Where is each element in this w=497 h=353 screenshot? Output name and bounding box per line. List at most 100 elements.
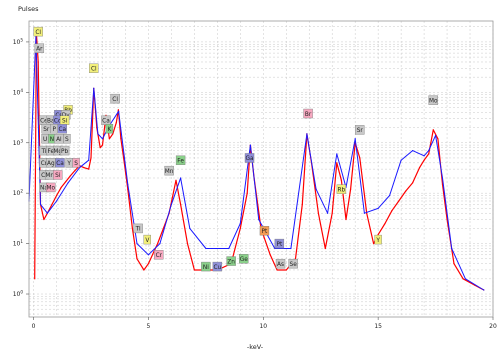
element-marker[interactable]: Sr [41,124,51,134]
element-marker-label: K [107,127,111,133]
element-marker-label: Cl [112,97,118,103]
element-marker[interactable]: V [143,234,151,245]
element-marker-label: Ti [40,149,46,155]
element-marker-box [239,254,249,264]
element-marker[interactable]: Al [54,134,64,144]
spectrum-data-point [93,87,95,89]
element-marker[interactable]: Se [288,258,298,269]
element-marker[interactable]: K [105,124,114,134]
spectrum-data-point [437,138,439,140]
element-marker-label: Si [62,119,68,125]
element-marker[interactable]: Y [65,158,73,168]
spectrum-data-point [189,227,191,230]
spectrum-data-point [127,183,129,185]
spectrum-data-point [157,242,159,245]
element-marker[interactable]: Mo [428,95,438,105]
spectrum-data-point [205,247,207,250]
element-marker-label: Ca [59,127,67,133]
element-marker[interactable]: Br [303,108,313,119]
element-marker[interactable]: Fe [175,155,186,165]
element-marker-box [288,258,298,269]
spectrum-data-point [285,269,287,271]
spectrum-data-point [228,247,230,250]
element-marker[interactable]: Ag [46,158,56,168]
element-marker[interactable]: Ga [244,153,255,163]
element-marker-label: Ca [56,161,64,167]
element-marker[interactable]: Zn [226,256,236,266]
element-marker[interactable]: P [50,124,58,134]
spectrum-data-point [67,182,69,184]
element-marker[interactable]: Mo [46,182,56,193]
spectrum-data-point [239,227,241,230]
element-marker-box [355,125,365,135]
element-marker-label: Ni [203,265,209,271]
element-marker-label: Zn [227,259,235,265]
element-marker[interactable]: Pb [59,145,70,156]
element-marker[interactable]: Mn [164,165,174,176]
y-tick-label: 102 [13,189,24,198]
element-marker[interactable]: Pt [259,226,270,236]
element-marker[interactable]: Y [374,234,382,245]
spectrum-data-point [143,269,145,271]
element-marker[interactable]: Si [59,115,70,125]
spectrum-data-point [180,177,182,179]
element-marker[interactable]: Mn [44,170,55,180]
element-marker[interactable]: Si [53,170,63,180]
spectrum-data-point [354,138,356,140]
x-tick-label: 10 [259,323,267,330]
element-marker-label: Ca [102,119,110,125]
spectrum-data-point [88,168,90,170]
element-marker-box [89,63,99,73]
spectrum-data-point [434,134,437,136]
spectrum-data-point [336,153,338,155]
element-marker[interactable]: Cl [110,93,120,104]
element-marker[interactable]: Ti [133,223,143,234]
element-marker[interactable]: Ca [55,158,65,168]
element-marker[interactable]: S [63,134,71,144]
spectrum-data-point [363,212,365,214]
element-marker[interactable]: Cr [154,250,164,260]
element-marker-box [374,234,382,245]
element-marker-box [143,234,151,245]
spectrum-data-point [359,157,361,159]
element-marker[interactable]: Sr [355,125,365,135]
element-marker-label: Co [54,119,62,125]
spectrum-data-point [384,222,386,225]
element-marker[interactable]: Cl [33,26,43,37]
element-marker-label: Si [55,173,61,179]
element-marker[interactable]: Ca [57,124,68,134]
spectrum-data-point [398,200,400,202]
element-marker-label: Na [40,186,48,192]
element-marker[interactable]: Pt [274,238,285,249]
spectrum-data-point [88,159,90,161]
spectrum-data-point [136,258,138,260]
element-marker[interactable]: Ni [201,261,211,272]
spectrum-data-point [372,242,375,245]
element-marker-box [59,145,70,156]
element-marker[interactable]: Cu [212,261,223,272]
element-marker[interactable]: Ca [101,115,111,125]
element-marker[interactable]: Cl [89,63,99,73]
element-marker[interactable]: S [72,158,80,168]
element-marker-box [110,93,120,104]
element-marker-box [133,223,143,234]
element-marker-label: Cr [41,161,48,167]
spectrum-data-point [432,129,434,131]
spectrum-data-point [400,159,402,161]
element-marker-label: Cl [35,30,41,36]
element-marker[interactable]: Rb [336,184,347,194]
element-marker-box [201,261,211,272]
element-marker-box [154,250,164,260]
spectrum-data-point [451,247,453,250]
element-marker-label: Ag [47,161,55,167]
element-marker-label: Br [305,112,312,118]
spectrum-data-point [290,247,292,250]
element-marker[interactable]: Ar [34,43,45,53]
element-marker[interactable]: U [41,134,49,144]
spectrum-data-point [324,247,326,250]
spectrum-series-line [34,32,485,291]
element-marker[interactable]: As [275,258,286,269]
element-marker[interactable]: Ge [239,254,249,264]
element-marker-box [34,43,45,53]
spectrum-data-point [331,212,333,214]
